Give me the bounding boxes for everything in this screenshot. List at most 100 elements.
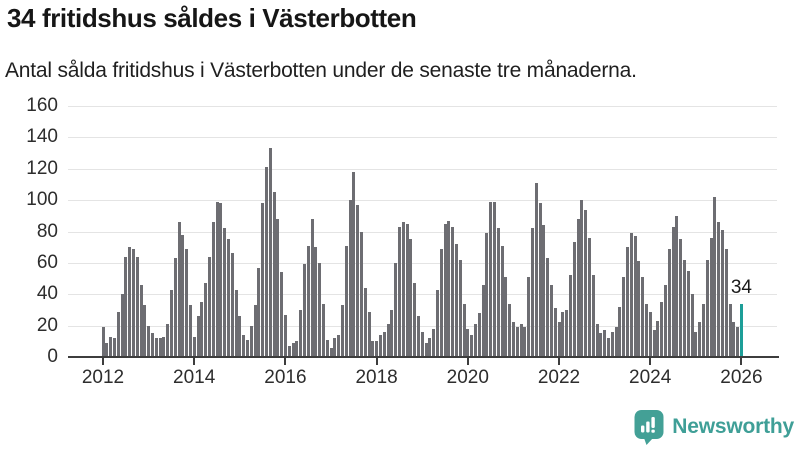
bar — [211, 222, 215, 357]
bar — [128, 247, 132, 357]
bar — [667, 248, 671, 357]
bar — [732, 322, 736, 357]
y-axis-label: 140 — [26, 126, 58, 148]
bar — [709, 237, 713, 357]
bar — [268, 148, 272, 357]
bar — [690, 294, 694, 357]
bar — [625, 247, 629, 357]
bar — [264, 167, 268, 357]
bar — [405, 223, 409, 357]
bar — [143, 305, 147, 357]
gridline — [68, 325, 777, 327]
x-axis-tick — [102, 358, 104, 365]
bar — [386, 324, 390, 357]
highlight-value-label: 34 — [730, 276, 752, 298]
bar — [508, 303, 512, 357]
bar — [124, 256, 128, 357]
bar — [424, 342, 428, 357]
bar — [663, 284, 667, 357]
bar — [226, 239, 230, 357]
bar — [409, 239, 413, 357]
bar — [447, 220, 451, 357]
bar — [367, 311, 371, 357]
bar — [177, 222, 181, 357]
bar — [538, 203, 542, 357]
bar — [420, 331, 424, 357]
bar — [162, 336, 166, 357]
bar — [652, 330, 656, 357]
bar — [302, 264, 306, 357]
bar — [261, 203, 265, 357]
bar — [272, 192, 276, 357]
x-axis-label: 2026 — [720, 367, 763, 388]
y-axis-label: 0 — [47, 346, 58, 367]
y-axis-label: 100 — [26, 189, 58, 211]
bar — [717, 222, 721, 357]
bar — [276, 218, 280, 357]
x-axis-tick — [284, 358, 287, 365]
bar — [321, 303, 325, 357]
bar — [511, 322, 515, 357]
bar — [565, 309, 569, 357]
bar — [644, 303, 648, 357]
gridline — [68, 200, 777, 202]
bar — [105, 342, 109, 357]
bar — [173, 258, 177, 357]
x-axis-label: 2014 — [173, 367, 216, 388]
bar — [477, 313, 481, 357]
gridline — [68, 231, 777, 233]
gridline — [68, 137, 777, 139]
bar — [329, 347, 333, 357]
bar — [587, 237, 591, 357]
bar — [333, 338, 337, 357]
bar — [416, 316, 420, 357]
bar — [523, 327, 527, 357]
bar — [230, 253, 234, 357]
bar — [413, 283, 417, 357]
bar — [542, 225, 546, 357]
bar — [166, 324, 170, 357]
bar — [603, 330, 607, 357]
bar — [101, 327, 105, 357]
newsworthy-icon — [634, 410, 664, 445]
bar — [591, 275, 595, 357]
y-axis-label: 20 — [36, 314, 58, 336]
bar — [257, 267, 261, 357]
bar — [280, 272, 284, 357]
bar — [489, 201, 493, 357]
bar — [561, 311, 565, 357]
bar — [109, 336, 113, 357]
bar — [397, 226, 401, 357]
bar — [515, 327, 519, 357]
bar — [215, 201, 219, 357]
bar — [337, 335, 341, 357]
bar — [283, 314, 287, 357]
x-axis-label: 2012 — [81, 367, 125, 388]
bar — [439, 248, 443, 357]
bar — [682, 259, 686, 357]
bar — [549, 284, 553, 357]
bar — [637, 261, 641, 357]
bar — [656, 320, 660, 357]
bar — [359, 231, 363, 357]
bar — [724, 248, 728, 357]
bar — [340, 305, 344, 357]
x-axis-line — [68, 356, 779, 358]
bar — [557, 322, 561, 357]
bar — [610, 331, 614, 357]
bar — [458, 259, 462, 357]
x-axis-tick — [193, 358, 196, 365]
bar — [473, 324, 477, 357]
bar — [394, 262, 398, 357]
bar — [435, 289, 439, 357]
bar — [238, 316, 242, 357]
x-axis-tick — [740, 358, 743, 365]
y-axis-label: 40 — [36, 283, 58, 305]
bar — [736, 327, 740, 357]
bar — [614, 327, 618, 357]
bar — [169, 289, 173, 357]
bar — [618, 306, 622, 357]
bar — [470, 335, 474, 357]
x-axis-label: 2024 — [629, 367, 672, 388]
